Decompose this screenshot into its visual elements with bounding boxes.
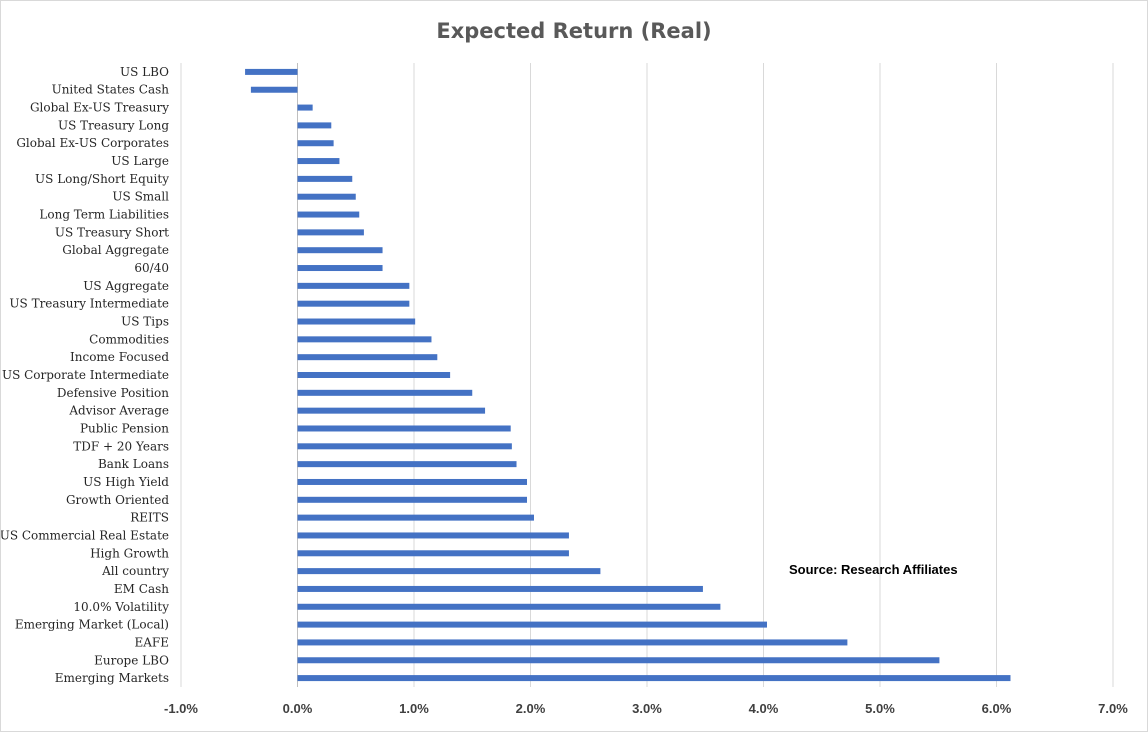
category-label: EAFE [134,635,169,649]
category-label: US LBO [120,65,169,79]
category-label: REITS [130,511,169,525]
bar [297,300,410,307]
bar [297,336,432,343]
bar [297,532,569,539]
bar [297,140,334,147]
x-tick-label: -1.0% [164,701,198,716]
category-label: High Growth [90,546,169,560]
category-label: United States Cash [52,83,170,97]
x-tick-labels: -1.0% 0.0% 1.0% 2.0% 3.0% 4.0% 5.0% 6.0% 7.0% [164,701,1128,716]
bar [297,639,848,646]
bar [297,282,410,289]
bar [297,229,364,236]
gridlines [180,63,1114,687]
category-label: 60/40 [134,261,169,275]
bars [245,68,1011,682]
category-label: US Tips [121,315,169,329]
bar [297,657,940,664]
category-label: Income Focused [70,350,169,364]
bar [297,514,534,521]
category-labels: US LBO United States Cash Global Ex-US Tre… [1,65,169,685]
bar [297,389,473,396]
bar [297,318,416,325]
category-label: US Aggregate [83,279,169,293]
category-label: Global Ex-US Corporates [16,136,169,150]
x-tick-label: 5.0% [865,701,895,716]
bar [297,265,383,272]
category-label: Emerging Markets [55,671,169,685]
bar [297,354,438,361]
category-label: US Treasury Short [55,225,169,239]
x-tick-label: 6.0% [982,701,1012,716]
bar [297,247,383,254]
x-tick-label: 7.0% [1098,701,1128,716]
category-label: US Large [111,154,169,168]
category-label: Global Ex-US Treasury [30,101,169,115]
category-label: US Commercial Real Estate [1,528,169,542]
bar [297,585,703,592]
category-label: US Corporate Intermediate [2,368,169,382]
chart-title: Expected Return (Real) [436,19,711,43]
bar [297,372,451,378]
x-tick-label: 1.0% [399,701,429,716]
category-label: Emerging Market (Local) [15,618,169,632]
bar [297,603,721,610]
bar [297,478,528,485]
category-label: Commodities [89,332,169,346]
category-label: 10.0% Volatility [73,600,169,614]
bar [297,122,332,129]
category-label: Advisor Average [68,404,169,418]
bar [297,621,767,628]
bar [297,407,486,414]
category-label: Defensive Position [57,386,169,400]
category-label: Global Aggregate [62,243,169,257]
bar [297,211,360,218]
category-label: US Long/Short Equity [35,172,169,186]
category-label: Public Pension [80,421,169,435]
bar [297,675,1011,682]
bar [297,461,517,468]
category-label: US Treasury Long [58,118,169,132]
category-label: EM Cash [114,582,169,596]
bar [297,568,601,575]
category-label: US High Yield [83,475,169,489]
x-tick-label: 3.0% [632,701,662,716]
bar [297,193,356,200]
bar [297,104,313,111]
category-label: US Small [112,190,169,204]
bar [297,175,353,182]
category-label: Growth Oriented [66,493,169,507]
category-label: TDF + 20 Years [73,439,169,453]
bar [245,68,298,75]
category-label: Bank Loans [98,457,169,471]
category-label: Europe LBO [94,653,169,667]
bar [297,496,528,503]
source-annotation: Source: Research Affiliates [789,562,958,577]
x-tick-label: 4.0% [749,701,779,716]
category-label: Long Term Liabilities [39,208,169,222]
bar [250,86,298,93]
bar [297,443,512,450]
bar [297,158,340,165]
category-label: All country [101,564,169,578]
bar [297,425,511,432]
x-tick-label: 0.0% [283,701,313,716]
x-tick-label: 2.0% [516,701,546,716]
bar [297,550,569,557]
category-label: US Treasury Intermediate [9,297,169,311]
